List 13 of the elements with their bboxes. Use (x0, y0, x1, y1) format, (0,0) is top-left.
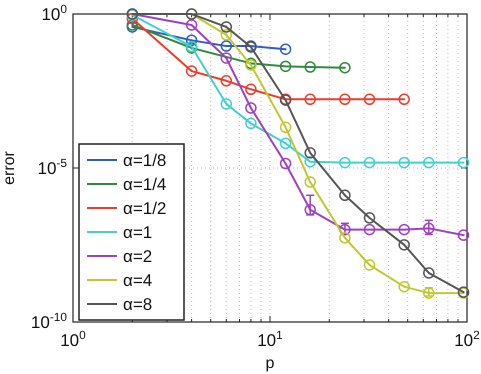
legend-label: α=2 (123, 247, 152, 266)
legend-label: α=1/2 (123, 199, 166, 218)
legend-label: α=8 (123, 295, 152, 314)
x-tick-label: 10$^{1}$ (257, 328, 284, 350)
legend-label: α=1/8 (123, 151, 166, 170)
y-tick-label: 10$^{-5}$ (38, 156, 68, 178)
legend-label: α=4 (123, 271, 152, 290)
legend-label: α=1 (123, 223, 152, 242)
legend-label: α=1/4 (123, 175, 166, 194)
y-axis-title: error (1, 150, 18, 185)
y-tick-label: 10$^{0}$ (41, 2, 68, 24)
x-tick-label: 10$^{2}$ (454, 328, 480, 350)
x-axis-title: p (266, 355, 275, 372)
